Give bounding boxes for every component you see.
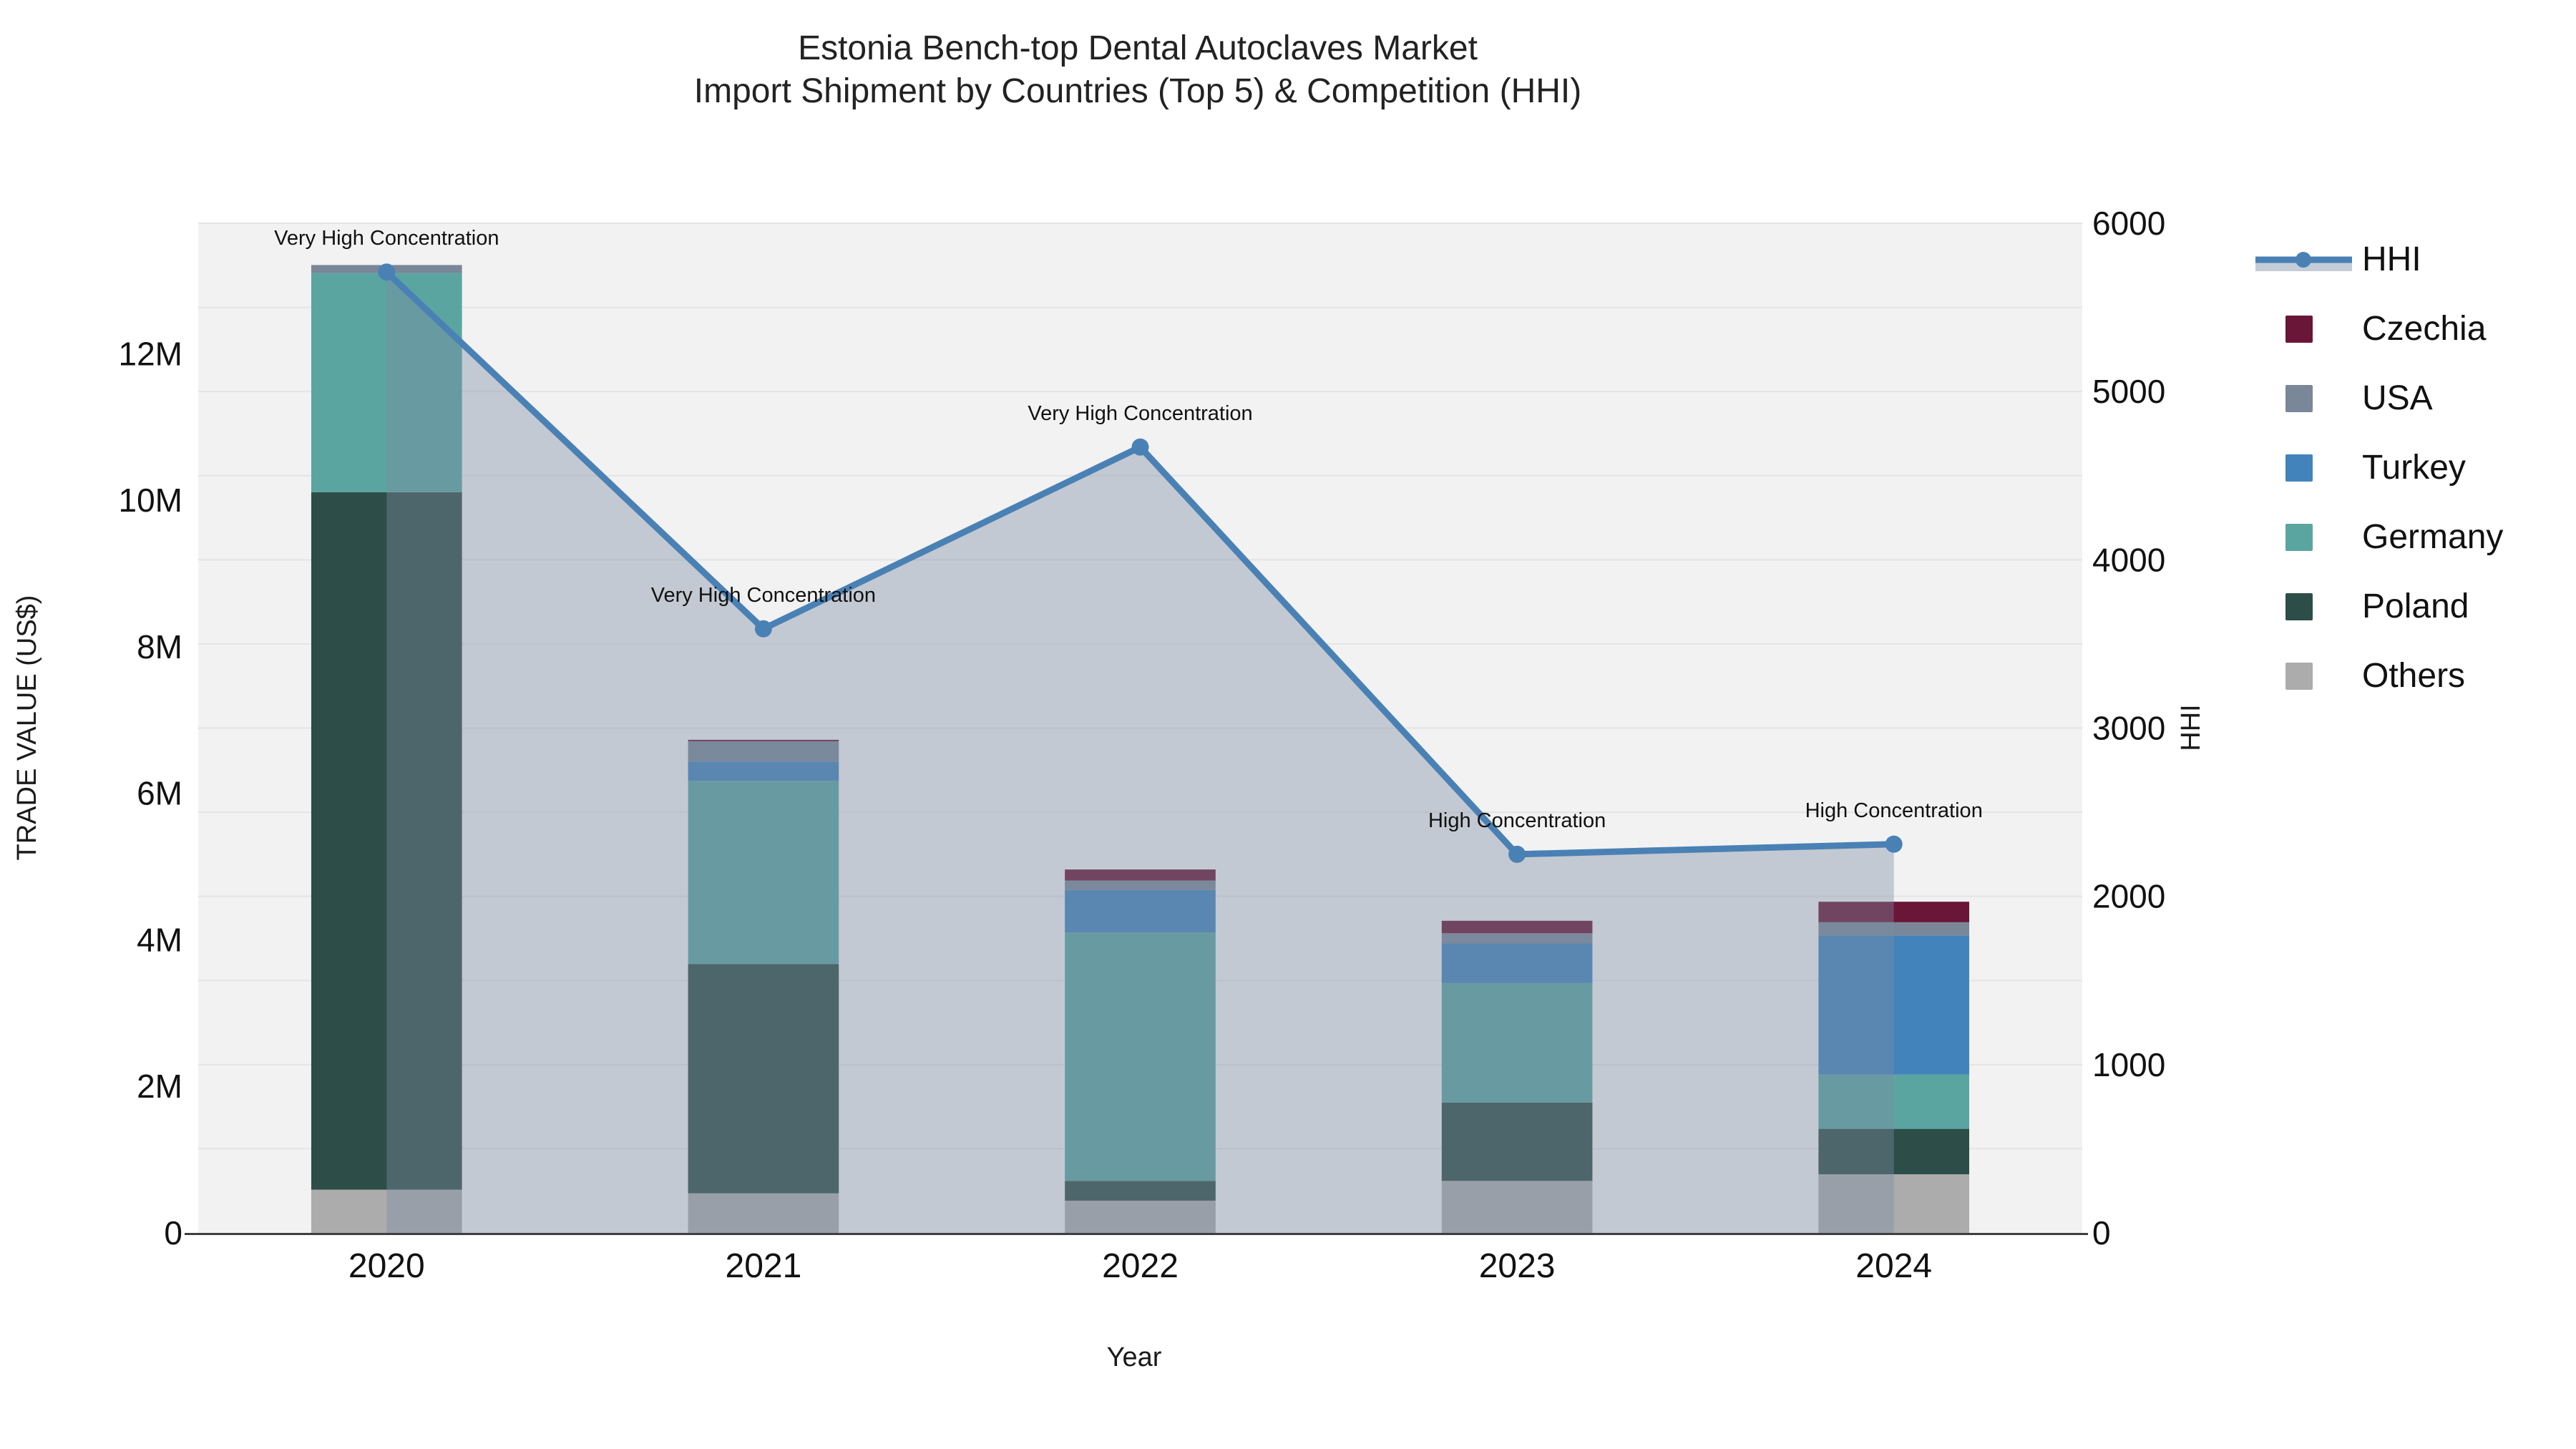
bar-segment-poland-2022[interactable] xyxy=(1065,1181,1216,1201)
bar-segment-usa-2022[interactable] xyxy=(1065,880,1216,890)
y2-tick-label: 4000 xyxy=(2092,541,2165,578)
x-tick-label-2023: 2023 xyxy=(1479,1247,1556,1285)
bar-segment-usa-2024[interactable] xyxy=(1818,922,1970,936)
x-tick-label-2021: 2021 xyxy=(726,1247,802,1285)
bar-segment-others-2024[interactable] xyxy=(1818,1174,1970,1233)
bar-segment-germany-2024[interactable] xyxy=(1818,1074,1970,1129)
bar-segment-czechia-2024[interactable] xyxy=(1818,902,1970,922)
bar-segment-poland-2021[interactable] xyxy=(688,964,839,1194)
legend-label-poland: Poland xyxy=(2362,587,2469,625)
y2-tick-label: 0 xyxy=(2092,1214,2111,1252)
bar-segment-germany-2021[interactable] xyxy=(688,781,839,965)
legend-swatch-color-czechia xyxy=(2285,315,2313,343)
bar-segment-turkey-2023[interactable] xyxy=(1441,943,1593,983)
bar-segment-turkey-2024[interactable] xyxy=(1818,935,1970,1075)
legend-swatch-others xyxy=(2255,662,2352,690)
bar-segment-czechia-2023[interactable] xyxy=(1441,920,1593,934)
hhi-line-sample-icon xyxy=(2255,244,2352,275)
y2-tick-label: 1000 xyxy=(2092,1046,2165,1083)
hhi-area-fill xyxy=(386,272,1894,1233)
legend-item-usa[interactable]: USA xyxy=(2255,364,2503,433)
legend-swatch-usa xyxy=(2255,384,2352,412)
x-tick-label-2024: 2024 xyxy=(1855,1247,1932,1285)
y2-tick-label: 5000 xyxy=(2092,373,2165,410)
hhi-point-2020[interactable] xyxy=(378,263,396,281)
legend-label-hhi: HHI xyxy=(2362,240,2421,278)
y2-axis-title: HHI xyxy=(2176,704,2206,751)
bar-segment-others-2022[interactable] xyxy=(1065,1200,1216,1233)
legend-item-poland[interactable]: Poland xyxy=(2255,572,2503,641)
y-tick-label: 12M xyxy=(119,335,182,372)
bar-segment-poland-2023[interactable] xyxy=(1441,1102,1593,1181)
bar-segment-czechia-2022[interactable] xyxy=(1065,869,1216,881)
legend-swatch-poland xyxy=(2255,592,2352,620)
legend-item-turkey[interactable]: Turkey xyxy=(2255,433,2503,502)
legend-label-turkey: Turkey xyxy=(2362,449,2466,487)
bar-segment-czechia-2021[interactable] xyxy=(688,739,839,741)
legend-swatch-turkey xyxy=(2255,454,2352,482)
hhi-point-2021[interactable] xyxy=(754,620,772,638)
x-axis-title: Year xyxy=(1106,1342,1162,1372)
hhi-point-2022[interactable] xyxy=(1131,438,1149,456)
legend-label-usa: USA xyxy=(2362,379,2433,417)
bar-segment-poland-2020[interactable] xyxy=(311,492,462,1190)
legend-item-czechia[interactable]: Czechia xyxy=(2255,294,2503,364)
annotation-2022: Very High Concentration xyxy=(1028,402,1252,425)
legend-swatch-color-usa xyxy=(2285,384,2313,412)
bar-segment-usa-2021[interactable] xyxy=(688,741,839,762)
bar-segment-others-2023[interactable] xyxy=(1441,1181,1593,1233)
legend-swatch-germany xyxy=(2255,523,2352,551)
x-tick-label-2022: 2022 xyxy=(1102,1247,1179,1285)
legend: HHI Czechia USA Turkey Germany Poland Others xyxy=(2255,225,2503,711)
y2-tick-label: 3000 xyxy=(2092,710,2165,747)
y-tick-label: 2M xyxy=(137,1068,182,1105)
y-axis-title: TRADE VALUE (US$) xyxy=(12,595,42,861)
bar-segment-turkey-2021[interactable] xyxy=(688,761,839,781)
legend-item-germany[interactable]: Germany xyxy=(2255,502,2503,572)
legend-label-czechia: Czechia xyxy=(2362,310,2487,348)
annotation-2020: Very High Concentration xyxy=(274,227,499,250)
legend-item-others[interactable]: Others xyxy=(2255,641,2503,711)
legend-label-others: Others xyxy=(2362,657,2466,695)
y-tick-label: 6M xyxy=(137,775,182,812)
hhi-point-2024[interactable] xyxy=(1885,835,1903,853)
bar-segment-germany-2020[interactable] xyxy=(311,273,462,492)
y-tick-label: 4M xyxy=(137,921,182,958)
legend-swatch-color-poland xyxy=(2285,592,2313,620)
bar-segment-germany-2023[interactable] xyxy=(1441,982,1593,1103)
y-tick-label: 0 xyxy=(164,1214,182,1252)
bar-segment-germany-2022[interactable] xyxy=(1065,932,1216,1181)
y2-tick-label: 2000 xyxy=(2092,878,2165,915)
legend-swatch-color-others xyxy=(2285,662,2313,690)
x-tick-label-2020: 2020 xyxy=(348,1247,425,1285)
chart-title: Estonia Bench-top Dental Autoclaves Mark… xyxy=(193,27,2082,113)
bar-segment-usa-2023[interactable] xyxy=(1441,933,1593,944)
bar-segment-poland-2024[interactable] xyxy=(1818,1128,1970,1175)
legend-label-germany: Germany xyxy=(2362,518,2504,556)
legend-item-hhi[interactable]: HHI xyxy=(2255,225,2503,294)
legend-swatch-czechia xyxy=(2255,315,2352,343)
annotation-2021: Very High Concentration xyxy=(651,584,876,607)
chart-title-line1: Estonia Bench-top Dental Autoclaves Mark… xyxy=(798,29,1478,67)
bar-segment-others-2020[interactable] xyxy=(311,1189,462,1233)
y-tick-label: 10M xyxy=(119,482,182,519)
y2-tick-label: 6000 xyxy=(2092,205,2165,242)
hhi-point-2023[interactable] xyxy=(1508,845,1526,863)
legend-swatch-color-germany xyxy=(2285,523,2313,551)
bar-segment-others-2021[interactable] xyxy=(688,1193,839,1233)
chart-title-line2: Import Shipment by Countries (Top 5) & C… xyxy=(693,72,1582,110)
annotation-2023: High Concentration xyxy=(1428,809,1606,832)
annotation-2024: High Concentration xyxy=(1805,799,1983,822)
legend-swatch-color-turkey xyxy=(2285,454,2313,482)
y-tick-label: 8M xyxy=(137,628,182,665)
bar-segment-turkey-2022[interactable] xyxy=(1065,889,1216,933)
